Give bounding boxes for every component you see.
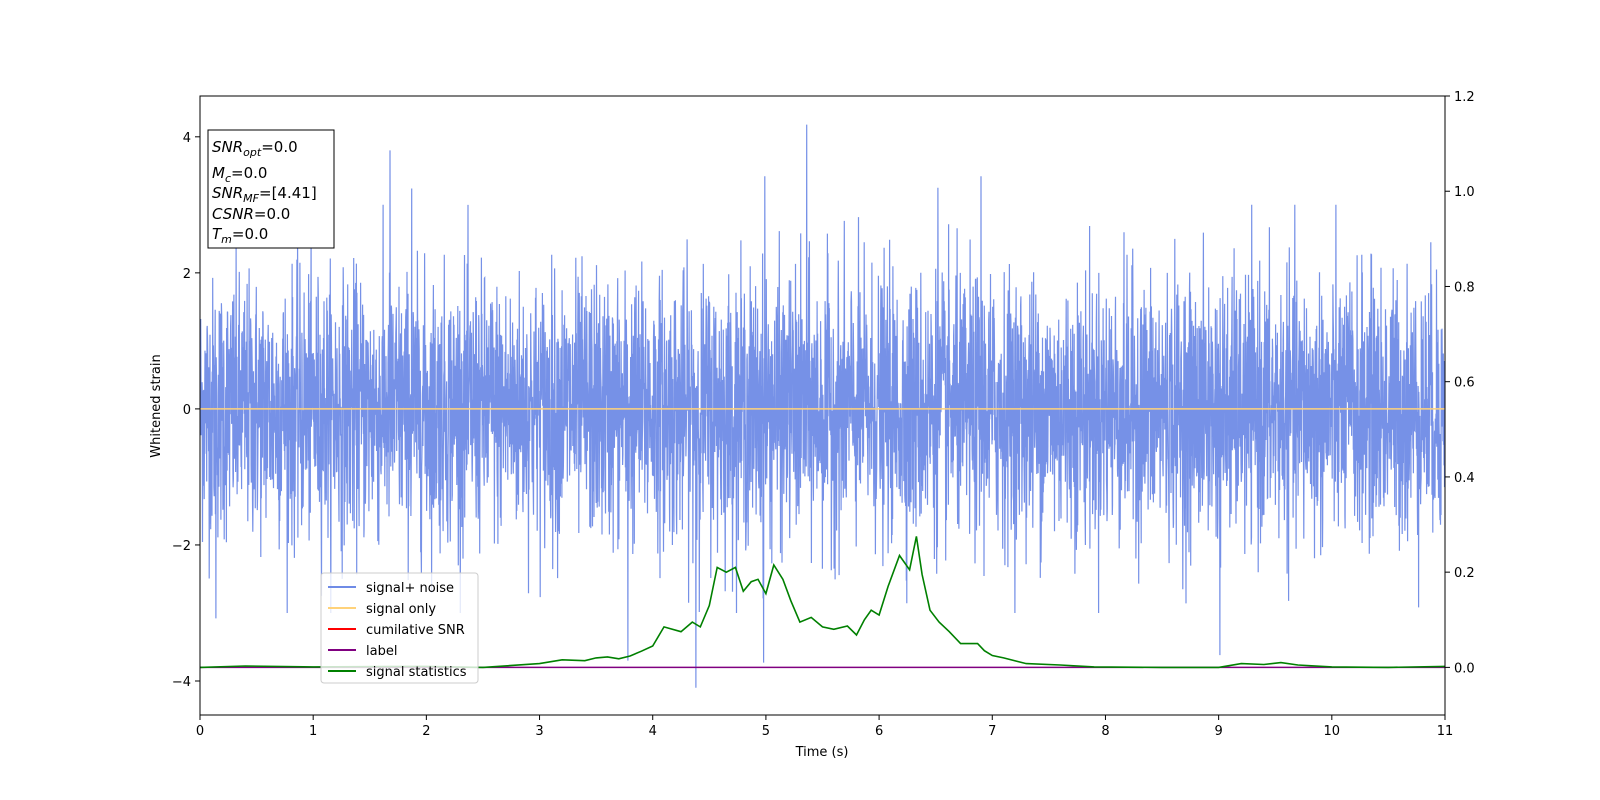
y-right-tick-label: 0.0 xyxy=(1454,661,1475,676)
y-axis-right: 0.0 0.2 0.4 0.6 0.8 1.0 1.2 xyxy=(1445,90,1475,676)
x-tick-label: 6 xyxy=(875,724,883,739)
x-tick-label: 9 xyxy=(1214,724,1222,739)
legend-frame xyxy=(320,572,479,684)
signal-statistics-series xyxy=(199,536,1446,669)
x-tick-label: 0 xyxy=(196,724,204,739)
legend: signal+ noise signal only cumilative SNR la… xyxy=(320,572,479,684)
annotation-snr-opt-sub: opt xyxy=(243,146,262,159)
y-axis-label: Whitened strain xyxy=(149,354,164,457)
legend-items: signal+ noise signal only cumilative SNR la… xyxy=(328,581,467,680)
annotation-snr-mf-sub: MF xyxy=(243,192,259,205)
y-left-tick-label: −4 xyxy=(172,675,191,690)
x-tick-label: 2 xyxy=(422,724,430,739)
y-right-tick-label: 1.0 xyxy=(1454,185,1475,200)
annotation-snr-mf: SNRMF=[4.41] xyxy=(212,184,317,205)
axes-frame xyxy=(199,95,1446,716)
y-left-tick-label: 2 xyxy=(183,267,191,282)
annotation-mc-main: M xyxy=(212,164,225,182)
annotation-tm-sub: m xyxy=(221,233,232,246)
annotation-csnr: CSNR=0.0 xyxy=(212,205,290,223)
annotation-tm-value: =0.0 xyxy=(232,225,268,243)
legend-label: label xyxy=(366,644,397,659)
y-left-tick-label: 0 xyxy=(183,403,191,418)
y-right-tick-label: 0.6 xyxy=(1454,376,1475,391)
annotation-mc: Mc=0.0 xyxy=(212,164,267,185)
annotation-snr-opt-main: SNR xyxy=(212,138,243,156)
x-tick-label: 8 xyxy=(1101,724,1109,739)
x-axis-label: Time (s) xyxy=(795,745,849,760)
annotation-tm: Tm=0.0 xyxy=(212,225,268,246)
x-tick-label: 5 xyxy=(762,724,770,739)
legend-label: signal+ noise xyxy=(366,581,454,596)
annotation-box: SNRopt=0.0 Mc=0.0 SNRMF=[4.41] CSNR=0.0 … xyxy=(207,129,335,249)
x-tick-label: 4 xyxy=(649,724,657,739)
legend-label: signal statistics xyxy=(366,665,467,680)
annotation-snr-mf-main: SNR xyxy=(212,184,243,202)
x-tick-label: 3 xyxy=(535,724,543,739)
signal-noise-series xyxy=(200,124,1445,688)
annotation-csnr-main: CSNR xyxy=(212,205,254,223)
x-tick-label: 1 xyxy=(309,724,317,739)
annotation-snr-mf-value: =[4.41] xyxy=(259,184,317,202)
x-tick-label: 10 xyxy=(1324,724,1341,739)
annotation-snr-opt: SNRopt=0.0 xyxy=(212,138,298,159)
x-axis: 0 1 2 3 4 5 6 7 8 9 10 11 xyxy=(196,715,1453,739)
annotation-mc-sub: c xyxy=(225,172,231,185)
annotation-frame xyxy=(207,129,335,249)
y-left-tick-label: −2 xyxy=(172,539,191,554)
annotation-tm-main: T xyxy=(212,225,223,243)
y-right-tick-label: 1.2 xyxy=(1454,90,1475,105)
signal-noise-line xyxy=(200,124,1445,688)
legend-label: signal only xyxy=(366,602,436,617)
x-tick-label: 7 xyxy=(988,724,996,739)
y-axis-left: −4 −2 0 2 4 xyxy=(172,131,200,690)
y-left-tick-label: 4 xyxy=(183,131,191,146)
annotation-mc-value: =0.0 xyxy=(231,164,267,182)
y-right-tick-label: 0.8 xyxy=(1454,280,1475,295)
y-right-tick-label: 0.4 xyxy=(1454,471,1475,486)
legend-label: cumilative SNR xyxy=(366,623,465,638)
y-right-tick-label: 0.2 xyxy=(1454,566,1475,581)
annotation-snr-opt-value: =0.0 xyxy=(261,138,297,156)
x-tick-label: 11 xyxy=(1437,724,1454,739)
annotation-csnr-value: =0.0 xyxy=(254,205,290,223)
